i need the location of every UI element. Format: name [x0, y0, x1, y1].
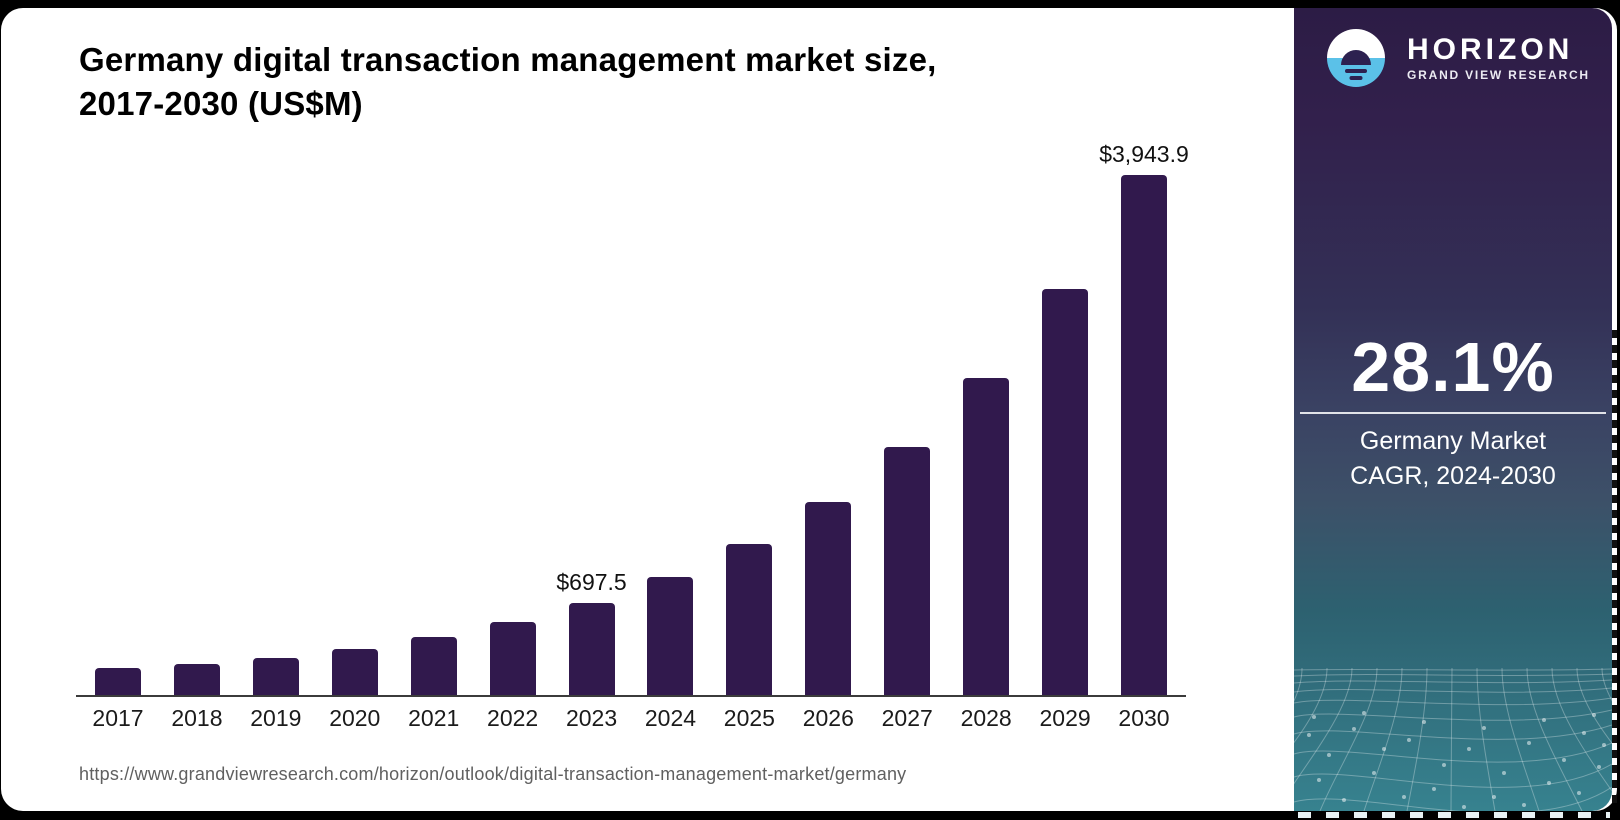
x-tick-2026: 2026: [802, 705, 854, 731]
bar-column-2019: [252, 658, 299, 695]
bar-column-2025: [726, 544, 773, 695]
reflection-line-icon: [1345, 69, 1367, 73]
bar-chart: $697.5 $3,943.9 2017 2018 2019 2020 2021 2022 2…: [76, 141, 1189, 731]
bar-column-2017: [95, 668, 141, 695]
x-tick-2030: 2030: [1118, 705, 1170, 731]
bar-2022: [489, 622, 536, 695]
bar-column-2018: [173, 664, 220, 695]
horizon-logo: HORIZON GRAND VIEW RESEARCH: [1327, 29, 1590, 87]
bars-area: $697.5 $3,943.9: [95, 141, 1189, 695]
x-tick-2020: 2020: [329, 705, 381, 731]
card: Germany digital transaction management m…: [1, 8, 1617, 811]
x-tick-2021: 2021: [408, 705, 460, 731]
bar-column-2022: [489, 622, 536, 695]
logo-text-block: HORIZON GRAND VIEW RESEARCH: [1407, 33, 1590, 83]
bar-2023: [568, 603, 615, 695]
bar-column-2029: [1042, 289, 1089, 695]
x-tick-2019: 2019: [250, 705, 302, 731]
x-tick-2028: 2028: [960, 705, 1012, 731]
x-tick-2022: 2022: [487, 705, 539, 731]
bar-2020: [331, 649, 378, 695]
bar-2025: [726, 544, 773, 695]
bar-column-2027: [884, 447, 931, 695]
bottom-edge-dashes: [1298, 812, 1610, 818]
bar-value-label-2023: $697.5: [556, 569, 627, 595]
cagr-label: Germany Market CAGR, 2024-2030: [1350, 427, 1556, 490]
bar-column-2024: [647, 577, 694, 695]
bar-2018: [173, 664, 220, 695]
source-url: https://www.grandviewresearch.com/horizo…: [79, 764, 907, 784]
x-tick-2017: 2017: [92, 705, 144, 731]
bar-2027: [884, 447, 931, 695]
bar-column-2021: [410, 637, 457, 695]
bar-2021: [410, 637, 457, 695]
x-tick-2024: 2024: [644, 705, 697, 731]
brand-subtitle: GRAND VIEW RESEARCH: [1407, 68, 1590, 82]
bar-column-2023: $697.5: [556, 569, 627, 695]
x-axis-labels: 2017 2018 2019 2020 2021 2022 2023 2024 2025 2026…: [92, 705, 1170, 732]
bar-column-2026: [805, 502, 852, 695]
bar-2024: [647, 577, 694, 695]
x-tick-2027: 2027: [881, 705, 933, 731]
chart-title: Germany digital transaction management m…: [79, 41, 937, 122]
bar-2017: [95, 668, 141, 695]
x-tick-2023: 2023: [565, 705, 618, 731]
right-edge-dashes: [1612, 330, 1617, 810]
divider: [1300, 412, 1606, 414]
bar-column-2020: [331, 649, 378, 695]
x-tick-2018: 2018: [171, 705, 223, 731]
bar-2029: [1042, 289, 1089, 695]
bar-2026: [805, 502, 852, 695]
cagr-value: 28.1%: [1351, 328, 1555, 406]
sun-dome-icon: [1341, 50, 1371, 65]
reflection-line-icon: [1349, 76, 1363, 80]
horizon-logo-icon: [1327, 29, 1385, 87]
brand-name: HORIZON: [1407, 33, 1574, 66]
sidebar-panel: HORIZON GRAND VIEW RESEARCH 28.1% German…: [1294, 8, 1612, 811]
x-tick-2029: 2029: [1039, 705, 1091, 731]
bar-column-2028: [963, 378, 1010, 695]
bar-2019: [252, 658, 299, 695]
bar-column-2030: $3,943.9: [1099, 141, 1189, 695]
x-tick-2025: 2025: [723, 705, 775, 731]
wireframe-mesh-pattern: [1294, 667, 1612, 811]
cagr-block: 28.1% Germany Market CAGR, 2024-2030: [1294, 331, 1612, 494]
bar-2030: [1120, 175, 1167, 695]
bar-value-label-2030: $3,943.9: [1099, 141, 1189, 167]
bar-2028: [963, 378, 1010, 695]
